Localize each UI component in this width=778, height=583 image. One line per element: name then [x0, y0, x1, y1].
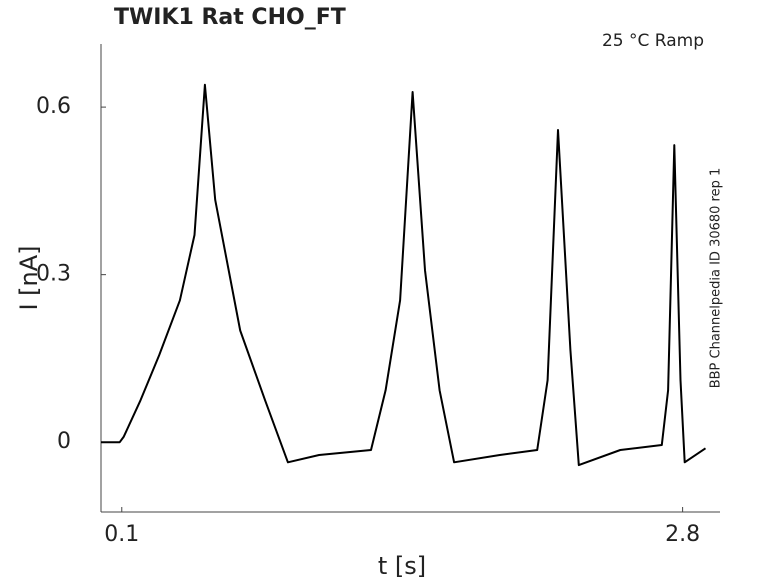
side-note: BBP Channelpedia ID 30680 rep 1: [709, 168, 724, 389]
y-tick-label: 0: [57, 429, 71, 454]
x-axis-label: t [s]: [378, 552, 426, 580]
y-tick-label: 0.3: [36, 262, 71, 287]
x-tick-label: 2.8: [665, 522, 700, 547]
current-trace: [101, 83, 707, 467]
chart-title: TWIK1 Rat CHO_FT: [114, 5, 346, 30]
x-tick-label: 0.1: [104, 522, 139, 547]
y-axis-label: I [nA]: [15, 245, 43, 310]
annotation: 25 °C Ramp: [602, 31, 704, 51]
y-tick-label: 0.6: [36, 94, 71, 119]
